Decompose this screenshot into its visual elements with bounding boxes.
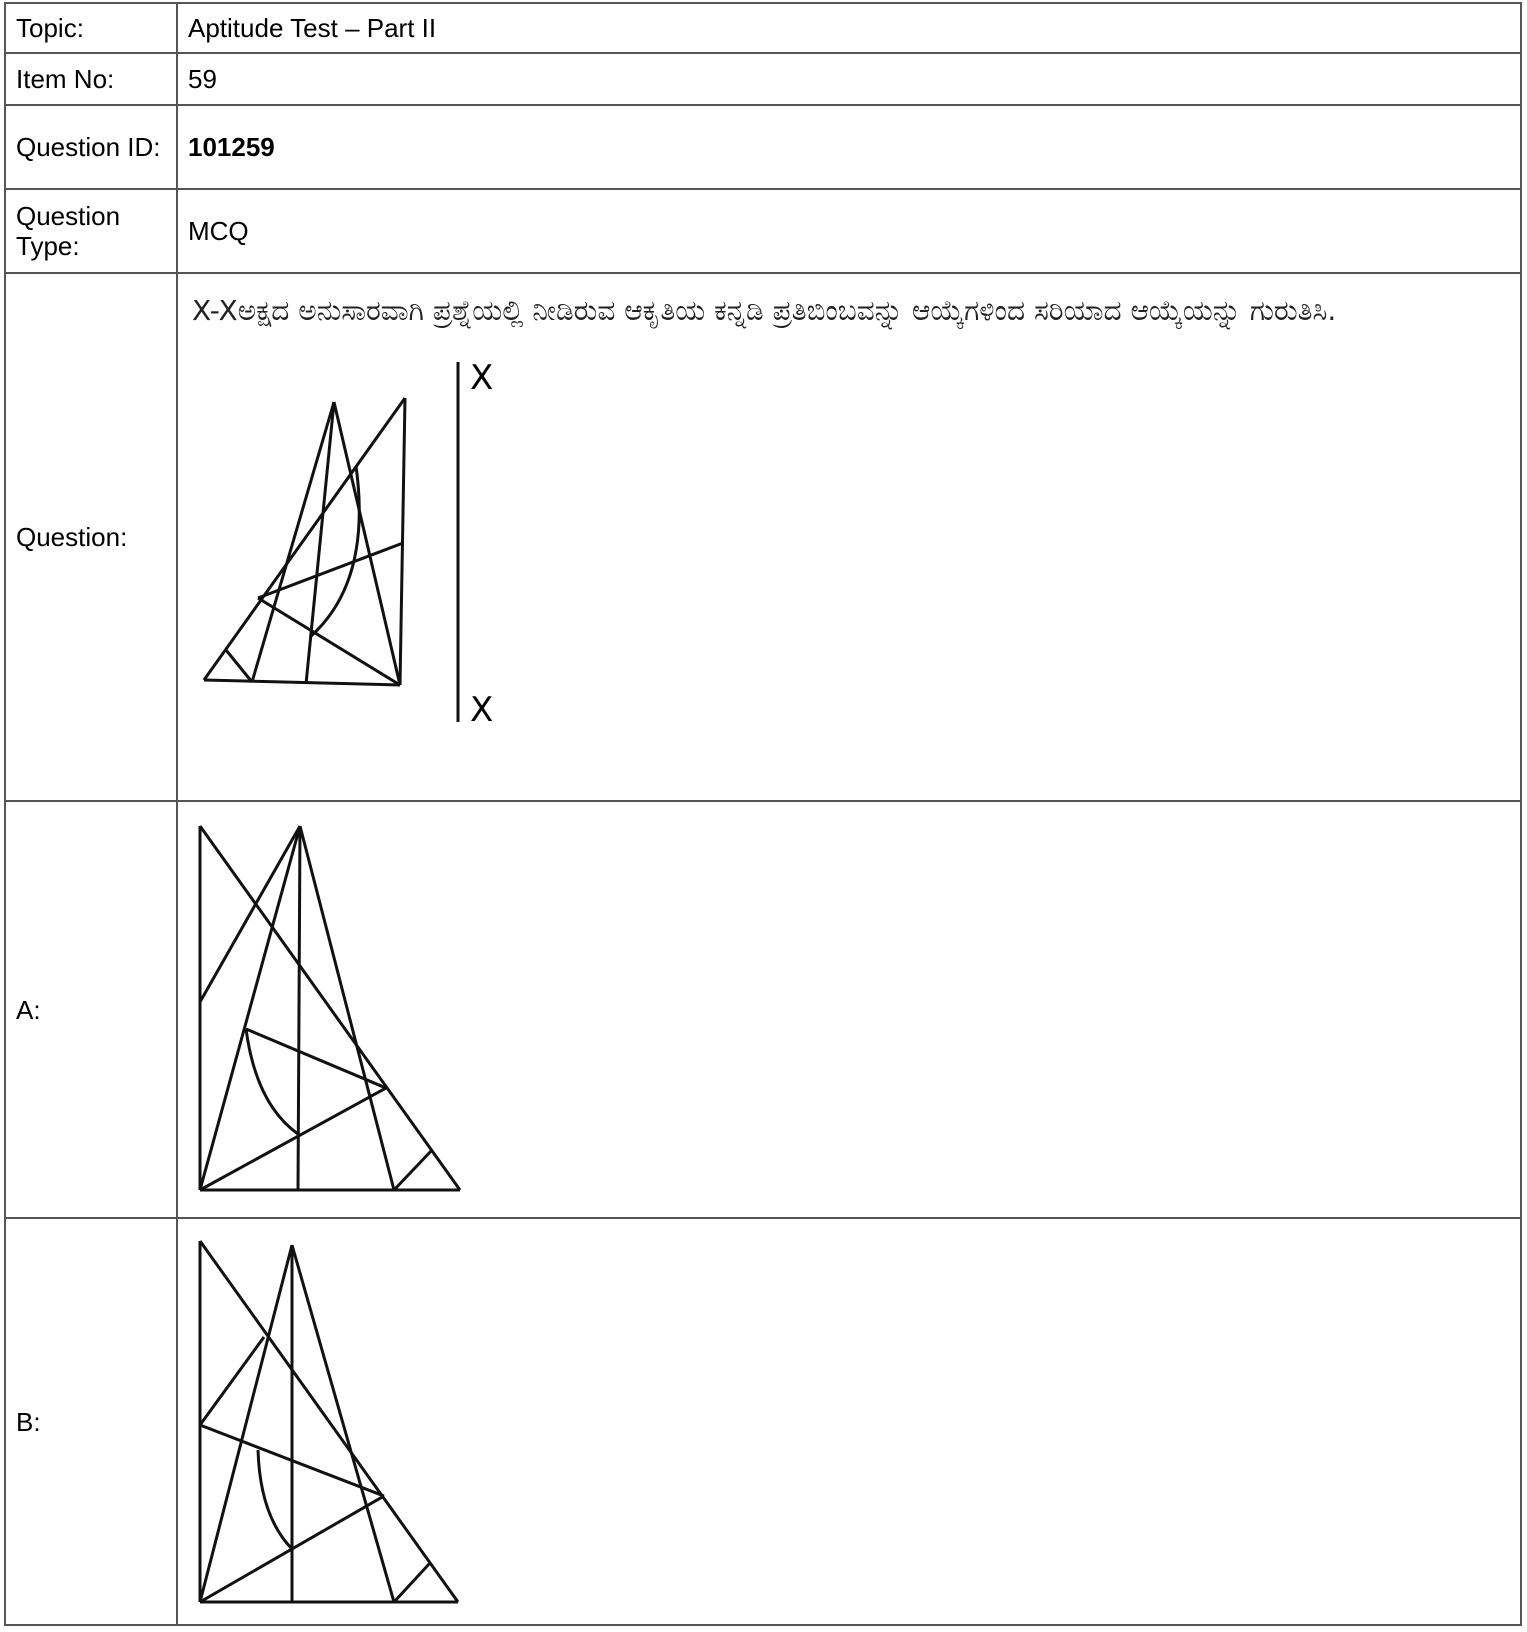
- row-option-a[interactable]: A:: [5, 801, 1521, 1218]
- fig-line: [292, 1245, 394, 1602]
- question-cell: X-Xಅಕ್ಷದ ಅನುಸಾರವಾಗಿ ಪ್ರಶ್ನೆಯಲ್ಲಿ ನೀಡಿರುವ…: [177, 273, 1521, 801]
- question-text: X-Xಅಕ್ಷದ ಅನುಸಾರವಾಗಿ ಪ್ರಶ್ನೆಯಲ್ಲಿ ನೀಡಿರುವ…: [186, 274, 1512, 332]
- fig-line: [400, 398, 405, 685]
- fig-line: [394, 1563, 430, 1602]
- option-a-cell[interactable]: [177, 801, 1521, 1218]
- fig-line: [200, 826, 460, 1190]
- fig-line: [200, 826, 300, 1002]
- question-type-value: MCQ: [177, 189, 1521, 273]
- question-figure: X X: [186, 332, 586, 732]
- option-a-figure: [186, 812, 486, 1207]
- item-no-value: 59: [177, 53, 1521, 105]
- fig-arc: [310, 466, 359, 637]
- fig-arc: [246, 1029, 298, 1134]
- row-topic: Topic: Aptitude Test – Part II: [5, 3, 1521, 53]
- row-question-type: Question Type: MCQ: [5, 189, 1521, 273]
- question-id-label: Question ID:: [5, 105, 177, 189]
- fig-line: [204, 398, 405, 680]
- option-b-figure: [186, 1229, 486, 1614]
- fig-line: [258, 543, 403, 598]
- fig-line: [200, 1241, 458, 1602]
- row-item-no: Item No: 59: [5, 53, 1521, 105]
- option-a-label: A:: [5, 801, 177, 1218]
- question-id-value: 101259: [177, 105, 1521, 189]
- topic-value: Aptitude Test – Part II: [177, 3, 1521, 53]
- fig-line: [394, 1150, 432, 1190]
- option-b-label: B:: [5, 1218, 177, 1625]
- row-question-id: Question ID: 101259: [5, 105, 1521, 189]
- question-label: Question:: [5, 273, 177, 801]
- question-table: Topic: Aptitude Test – Part II Item No: …: [4, 2, 1522, 1626]
- fig-line: [200, 1245, 292, 1602]
- option-b-cell[interactable]: [177, 1218, 1521, 1625]
- axis-label-bottom: X: [470, 690, 493, 730]
- row-question: Question: X-Xಅಕ್ಷದ ಅನುಸಾರವಾಗಿ ಪ್ರಶ್ನೆಯಲ್…: [5, 273, 1521, 801]
- fig-arc: [258, 1450, 292, 1549]
- fig-line: [200, 826, 300, 1190]
- fig-line: [334, 402, 400, 685]
- fig-line: [204, 680, 400, 685]
- question-type-label: Question Type:: [5, 189, 177, 273]
- fig-line: [200, 1337, 264, 1425]
- fig-line: [200, 1088, 386, 1190]
- axis-label-top: X: [470, 358, 493, 398]
- item-no-label: Item No:: [5, 53, 177, 105]
- fig-line: [226, 650, 252, 682]
- row-option-b[interactable]: B:: [5, 1218, 1521, 1625]
- fig-line: [252, 402, 334, 682]
- fig-line: [300, 826, 394, 1190]
- fig-line: [258, 598, 400, 685]
- topic-label: Topic:: [5, 3, 177, 53]
